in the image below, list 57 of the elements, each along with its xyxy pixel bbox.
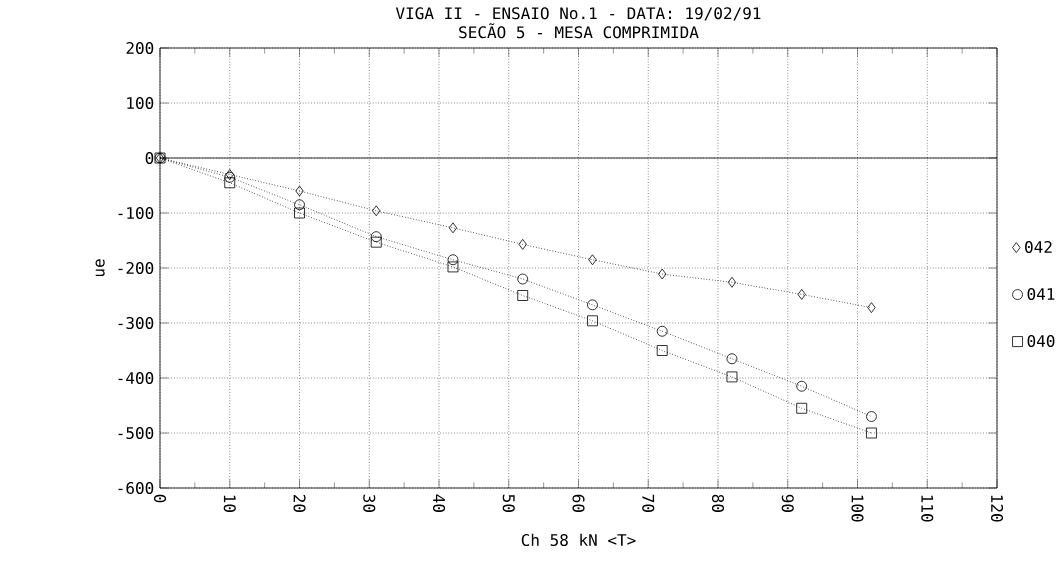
point — [587, 315, 598, 327]
point — [370, 231, 382, 243]
point — [295, 185, 304, 197]
point — [796, 380, 808, 392]
x-tick-label: 20 — [293, 494, 306, 512]
point — [588, 254, 597, 266]
x-tick-label: 30 — [363, 494, 376, 512]
point — [866, 427, 877, 439]
point — [658, 268, 667, 280]
point — [797, 289, 806, 300]
point — [587, 299, 598, 311]
point — [656, 325, 668, 337]
point — [294, 207, 305, 219]
y-tick-label: 100 — [127, 96, 154, 110]
point — [517, 273, 529, 285]
x-tick-label: 90 — [781, 494, 794, 512]
point — [518, 238, 527, 250]
x-tick-label: 50 — [502, 494, 515, 512]
y-tick-label: -200 — [118, 261, 154, 275]
y-axis-title: ue — [95, 259, 105, 277]
x-tick-label: 120 — [990, 495, 1004, 522]
x-tick-label: 80 — [711, 494, 725, 512]
point — [448, 222, 458, 234]
point — [370, 236, 382, 248]
legend-label: 042 — [1025, 240, 1052, 254]
x-tick-label: 100 — [851, 495, 864, 522]
point — [867, 302, 876, 314]
point — [726, 353, 738, 365]
y-tick-label: -600 — [118, 481, 154, 495]
legend-label: 040 — [1027, 334, 1055, 348]
point — [517, 290, 529, 301]
chart-subtitle: SECÃO 5 - MESA COMPRIMIDA — [459, 23, 699, 39]
point — [796, 402, 808, 414]
point — [656, 345, 668, 356]
x-tick-label: 70 — [642, 494, 655, 512]
y-tick-label: 200 — [126, 41, 154, 55]
x-axis-title: Ch 58 kN <T> — [521, 533, 636, 547]
point — [447, 254, 459, 266]
x-tick-label: 10 — [223, 495, 236, 512]
point — [447, 261, 459, 273]
point — [726, 371, 738, 383]
x-tick-label: 110 — [921, 495, 934, 522]
point — [727, 276, 737, 288]
y-tick-label: -400 — [118, 371, 154, 385]
y-tick-label: -100 — [118, 206, 154, 220]
x-tick-label: 0 — [153, 494, 167, 503]
point — [866, 411, 877, 422]
y-tick-label: -500 — [118, 426, 154, 440]
chart-title: VIGA II - ENSAIO No.1 - DATA: 19/02/91 — [395, 7, 761, 21]
point — [372, 205, 381, 217]
x-tick-label: 60 — [572, 494, 585, 512]
point — [294, 199, 305, 211]
x-tick-label: 40 — [432, 494, 446, 512]
y-tick-label: 0 — [145, 151, 154, 165]
y-tick-label: -300 — [118, 316, 154, 330]
legend-label: 041 — [1027, 287, 1055, 301]
point — [224, 177, 236, 189]
